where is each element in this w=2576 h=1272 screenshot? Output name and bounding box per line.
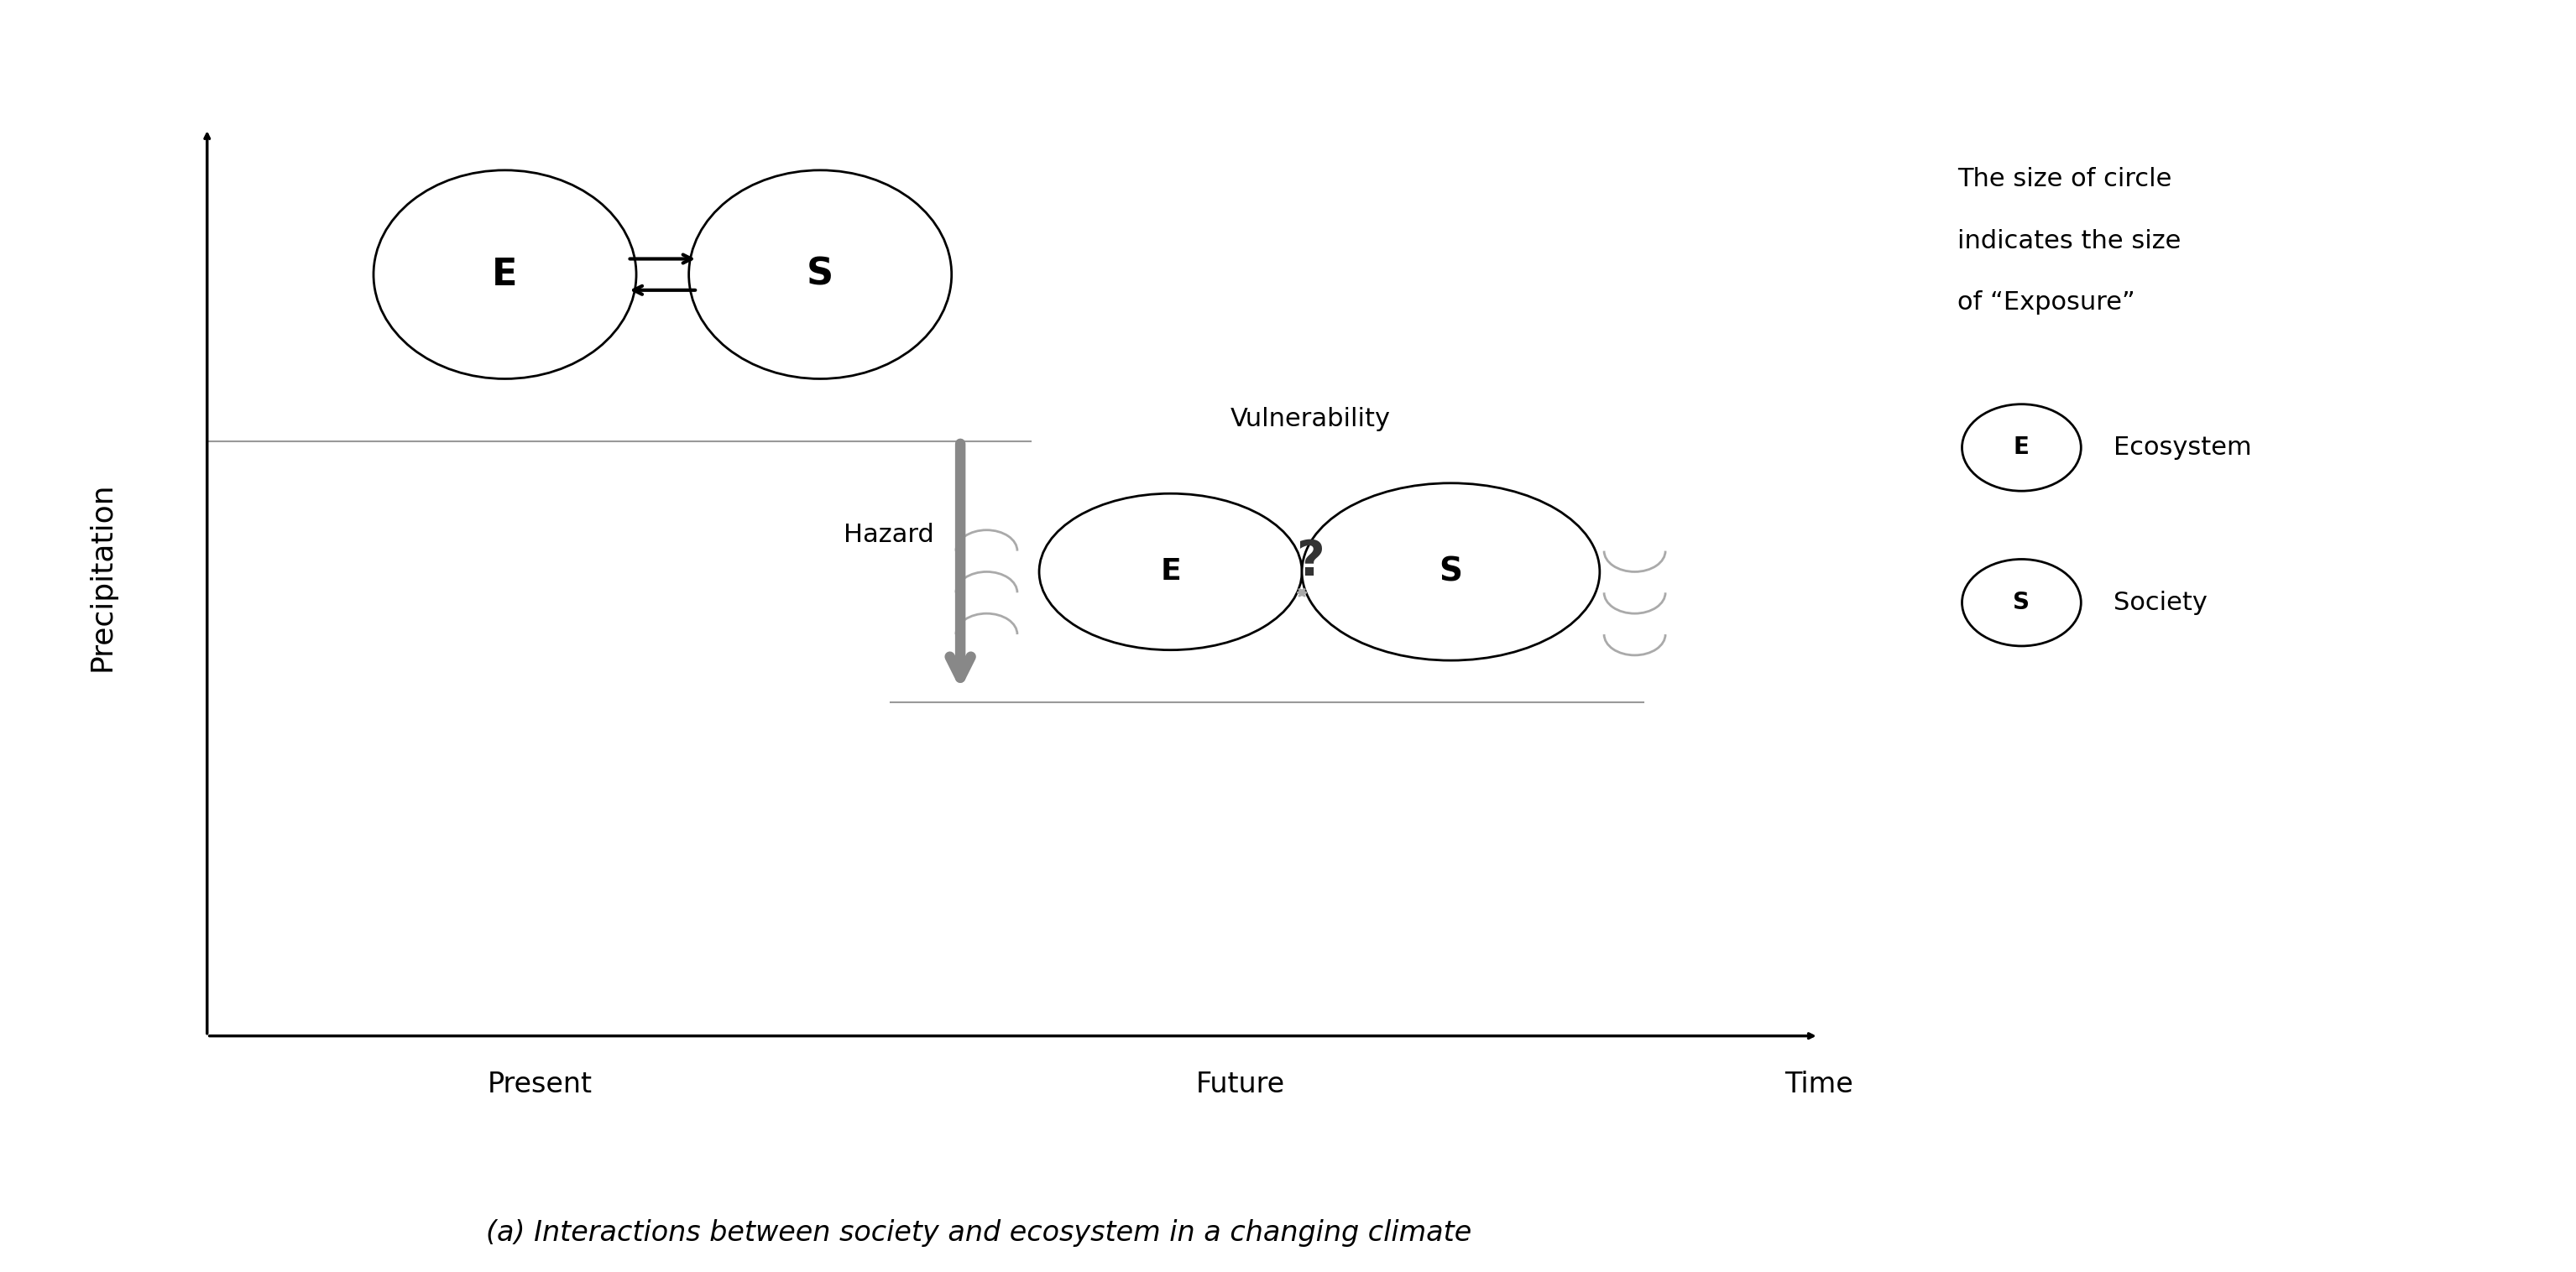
Text: E: E [1159,557,1180,586]
Text: S: S [806,257,835,293]
Text: S: S [2012,591,2030,614]
Text: of “Exposure”: of “Exposure” [1958,291,2136,315]
Text: S: S [1440,556,1463,588]
Ellipse shape [1301,483,1600,660]
Text: Society: Society [2112,590,2208,614]
Text: indicates the size: indicates the size [1958,229,2182,253]
Circle shape [1963,560,2081,646]
Text: The size of circle: The size of circle [1958,167,2172,191]
Ellipse shape [688,170,951,379]
Text: Present: Present [487,1071,592,1099]
Text: Future: Future [1195,1071,1285,1099]
Ellipse shape [374,170,636,379]
Text: Precipitation: Precipitation [88,482,116,672]
Ellipse shape [1038,494,1301,650]
Text: Ecosystem: Ecosystem [2112,435,2251,459]
Text: ?: ? [1296,538,1324,585]
Text: E: E [492,257,518,293]
Text: Vulnerability: Vulnerability [1231,407,1391,431]
Text: Time: Time [1785,1071,1852,1099]
Text: (a) Interactions between society and ecosystem in a changing climate: (a) Interactions between society and eco… [487,1219,1471,1247]
Text: E: E [2014,436,2030,459]
Circle shape [1963,404,2081,491]
Text: Hazard: Hazard [842,523,935,547]
